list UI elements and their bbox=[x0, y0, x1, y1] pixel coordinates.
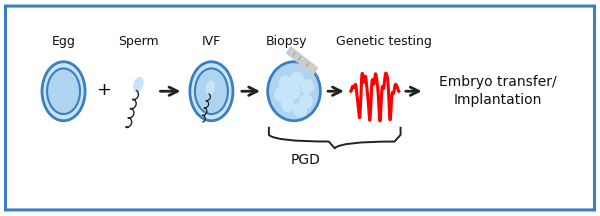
Ellipse shape bbox=[42, 62, 85, 121]
Text: Genetic testing: Genetic testing bbox=[336, 35, 432, 48]
Text: Embryo transfer/
Implantation: Embryo transfer/ Implantation bbox=[439, 75, 556, 107]
Circle shape bbox=[291, 72, 303, 86]
Polygon shape bbox=[287, 47, 317, 74]
Ellipse shape bbox=[195, 68, 228, 114]
Circle shape bbox=[280, 76, 292, 90]
Circle shape bbox=[300, 94, 312, 108]
Circle shape bbox=[301, 79, 313, 94]
Circle shape bbox=[268, 62, 320, 121]
Ellipse shape bbox=[47, 69, 80, 114]
Text: Biopsy: Biopsy bbox=[266, 35, 308, 48]
Ellipse shape bbox=[134, 77, 143, 92]
Text: IVF: IVF bbox=[202, 35, 221, 48]
Circle shape bbox=[275, 87, 287, 102]
Text: +: + bbox=[96, 81, 111, 99]
Text: Egg: Egg bbox=[52, 35, 76, 48]
Text: PGD: PGD bbox=[291, 153, 321, 167]
Text: Sperm: Sperm bbox=[118, 35, 158, 48]
Circle shape bbox=[282, 98, 295, 112]
Circle shape bbox=[294, 103, 306, 117]
Circle shape bbox=[288, 85, 300, 99]
Ellipse shape bbox=[190, 62, 233, 121]
Ellipse shape bbox=[206, 81, 214, 94]
